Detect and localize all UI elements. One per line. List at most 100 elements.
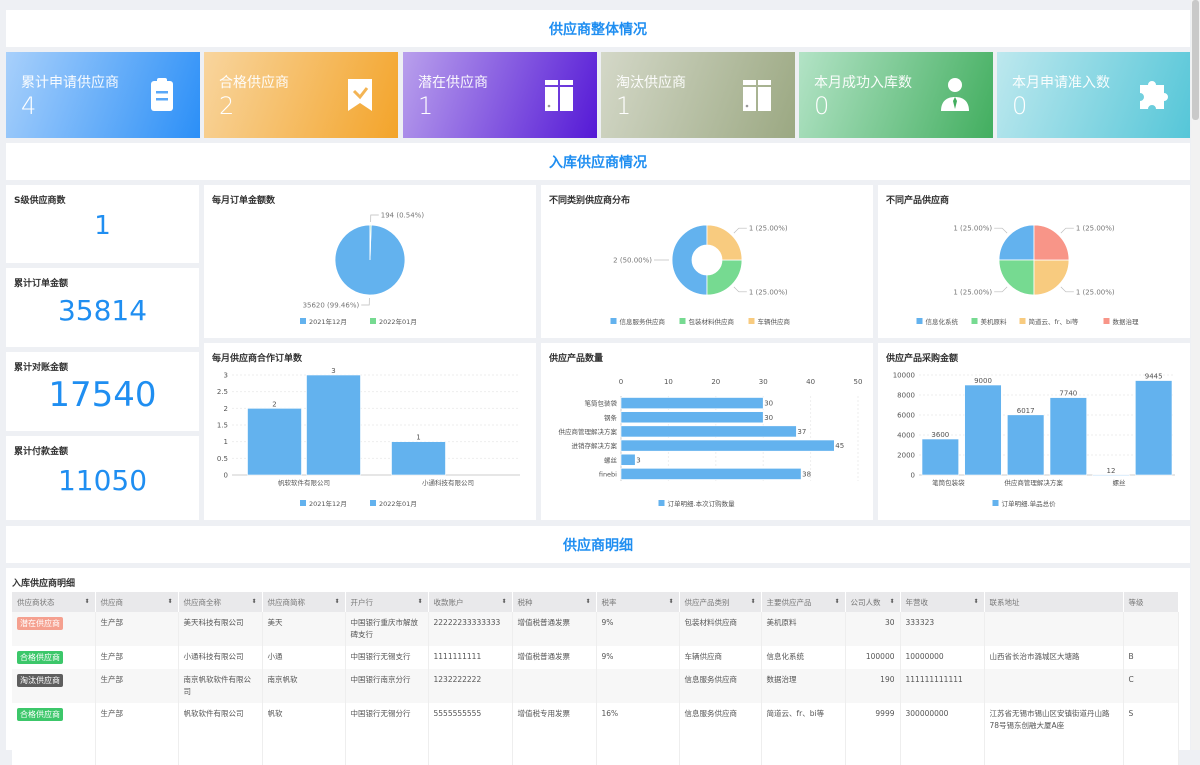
bar[interactable] <box>620 439 835 452</box>
column-header[interactable]: 等级 <box>1123 592 1179 612</box>
bar[interactable] <box>964 384 1002 476</box>
chart-panel: 不同产品供应商 1 (25.00%) 1 (25.00%) 1 (25.00%) 1 (… <box>878 185 1190 338</box>
bar[interactable] <box>391 441 446 476</box>
table-row[interactable]: 淘汰供应商 生产部 南京帆软软件有限公司 南京帆软 中国银行南京分行 1232222222… <box>12 669 1179 703</box>
table-row[interactable]: 合格供应商 生产部 帆软软件有限公司 帆软 中国银行无锡分行 5555555555 增值税专… <box>12 703 1179 765</box>
legend-item[interactable]: 数据治理 <box>1103 317 1140 326</box>
pie-slice[interactable] <box>998 224 1035 261</box>
sort-icon[interactable]: ⬍ <box>889 598 895 605</box>
column-header[interactable]: 供应产品类别 ⬍ <box>679 592 762 612</box>
sort-icon[interactable]: ⬍ <box>251 598 257 605</box>
column-header[interactable]: 税率 ⬍ <box>596 592 680 612</box>
column-header[interactable]: 开户行 ⬍ <box>345 592 429 612</box>
column-header-label: 联系地址 <box>989 597 1020 607</box>
legend-item[interactable]: 2022年01月 <box>370 499 417 508</box>
column-header[interactable]: 联系地址 <box>984 592 1124 612</box>
summary-card[interactable]: 潜在供应商 1 <box>403 52 597 138</box>
bar[interactable] <box>1092 474 1130 476</box>
legend-label: 2022年01月 <box>379 317 417 326</box>
bar[interactable] <box>1049 397 1087 476</box>
bar[interactable] <box>247 408 302 476</box>
y-tick-label: 笔筒包装袋 <box>585 399 618 408</box>
bar[interactable] <box>620 453 636 466</box>
sort-icon[interactable]: ⬍ <box>834 598 840 605</box>
card-value: 4 <box>21 92 37 120</box>
column-header[interactable]: 主要供应产品 ⬍ <box>761 592 846 612</box>
table-cell: 300000000 <box>900 703 985 765</box>
sort-icon[interactable]: ⬍ <box>334 598 340 605</box>
legend-item[interactable]: 美机原料 <box>971 317 1008 326</box>
bar[interactable] <box>921 438 959 476</box>
sort-icon[interactable]: ⬍ <box>668 598 674 605</box>
column-header-label: 税率 <box>601 597 617 607</box>
bar[interactable] <box>620 397 764 409</box>
summary-card[interactable]: 本月成功入库数 0 <box>799 52 993 138</box>
pie-slice[interactable] <box>1033 224 1070 261</box>
y-tick-label: 0 <box>911 472 915 480</box>
sort-icon[interactable]: ⬍ <box>417 598 423 605</box>
pie-slice[interactable] <box>671 224 708 296</box>
legend-item[interactable]: 简道云、fr、bi等 <box>1019 317 1079 326</box>
bar-value-label: 6017 <box>1017 407 1035 415</box>
legend-item[interactable]: 2022年01月 <box>370 317 417 326</box>
legend-item[interactable]: 订单明细.单品总价 <box>992 499 1057 508</box>
columns-icon <box>743 80 771 111</box>
summary-card[interactable]: 淘汰供应商 1 <box>601 52 795 138</box>
legend-item[interactable]: 包装材料供应商 <box>679 317 735 326</box>
summary-card[interactable]: 合格供应商 2 <box>204 52 398 138</box>
sort-icon[interactable]: ⬍ <box>84 598 90 605</box>
column-header[interactable]: 供应商全称 ⬍ <box>178 592 263 612</box>
legend-label: 2021年12月 <box>309 317 347 326</box>
sort-icon[interactable]: ⬍ <box>973 598 979 605</box>
bar[interactable] <box>620 411 764 424</box>
bar[interactable] <box>620 468 802 480</box>
table-cell: 10000000 <box>900 646 985 669</box>
column-header[interactable]: 税种 ⬍ <box>512 592 597 612</box>
sort-icon[interactable]: ⬍ <box>750 598 756 605</box>
legend-item[interactable]: 2021年12月 <box>300 317 347 326</box>
table-cell: 中国银行重庆市解放碑支行 <box>345 612 429 646</box>
pie-slice[interactable] <box>369 224 372 261</box>
scrollbar[interactable] <box>1191 0 1200 750</box>
table-row[interactable]: 合格供应商 生产部 小通科技有限公司 小通 中国银行无锡支行 1111111111 增值税普… <box>12 646 1179 669</box>
legend-item[interactable]: 信息化系统 <box>916 317 959 326</box>
column-header[interactable]: 收款账户 ⬍ <box>428 592 513 612</box>
column-header-label: 供应产品类别 <box>684 597 730 607</box>
bar[interactable] <box>620 425 797 438</box>
pie-slice[interactable] <box>706 224 743 261</box>
column-header[interactable]: 年营收 ⬍ <box>900 592 985 612</box>
bar[interactable] <box>1135 380 1173 476</box>
table-cell: 美天 <box>262 612 346 646</box>
column-header[interactable]: 供应商状态 ⬍ <box>12 592 96 612</box>
legend-item[interactable]: 订单明细.本次订购数量 <box>658 499 736 508</box>
column-header[interactable]: 公司人数 ⬍ <box>845 592 901 612</box>
y-tick-label: 0 <box>224 472 228 480</box>
column-header[interactable]: 供应商 ⬍ <box>95 592 179 612</box>
sort-icon[interactable]: ⬍ <box>501 598 507 605</box>
legend-item[interactable]: 车辆供应商 <box>748 317 791 326</box>
summary-card[interactable]: 累计申请供应商 4 <box>6 52 200 138</box>
scrollbar-thumb[interactable] <box>1192 0 1199 120</box>
column-header-label: 税种 <box>517 597 533 607</box>
legend-item[interactable]: 信息服务供应商 <box>610 317 666 326</box>
bar[interactable] <box>306 374 361 476</box>
stat-card: 累计付款金额 11050 <box>6 436 199 520</box>
table-cell: 包装材料供应商 <box>679 612 762 646</box>
sort-icon[interactable]: ⬍ <box>167 598 173 605</box>
legend-label: 简道云、fr、bi等 <box>1029 317 1079 326</box>
pie-label-line <box>733 227 747 234</box>
y-tick-label: 2 <box>224 405 228 413</box>
chart-svg: 2 (50.00%) 1 (25.00%) 1 (25.00%) 信息服务供应商 包装材… <box>610 224 791 326</box>
pie-slice[interactable] <box>998 259 1035 296</box>
pie-label-line <box>733 286 747 293</box>
sort-icon[interactable]: ⬍ <box>585 598 591 605</box>
pie-slice[interactable] <box>1033 259 1070 296</box>
table-header-row: 供应商状态 ⬍ 供应商 ⬍ 供应商全称 ⬍ 供应商简称 ⬍ 开户行 ⬍ 收款账户 ⬍ 税种 ⬍ 税率 ⬍ 供应产… <box>12 592 1179 612</box>
column-header[interactable]: 供应商简称 ⬍ <box>262 592 346 612</box>
summary-card[interactable]: 本月申请准入数 0 <box>997 52 1190 138</box>
bar[interactable] <box>1007 414 1045 476</box>
legend-item[interactable]: 2021年12月 <box>300 499 347 508</box>
table-row[interactable]: 潜在供应商 生产部 美天科技有限公司 美天 中国银行重庆市解放碑支行 2222223333… <box>12 612 1179 646</box>
table-cell: 9% <box>596 612 680 646</box>
legend-swatch <box>748 318 755 324</box>
